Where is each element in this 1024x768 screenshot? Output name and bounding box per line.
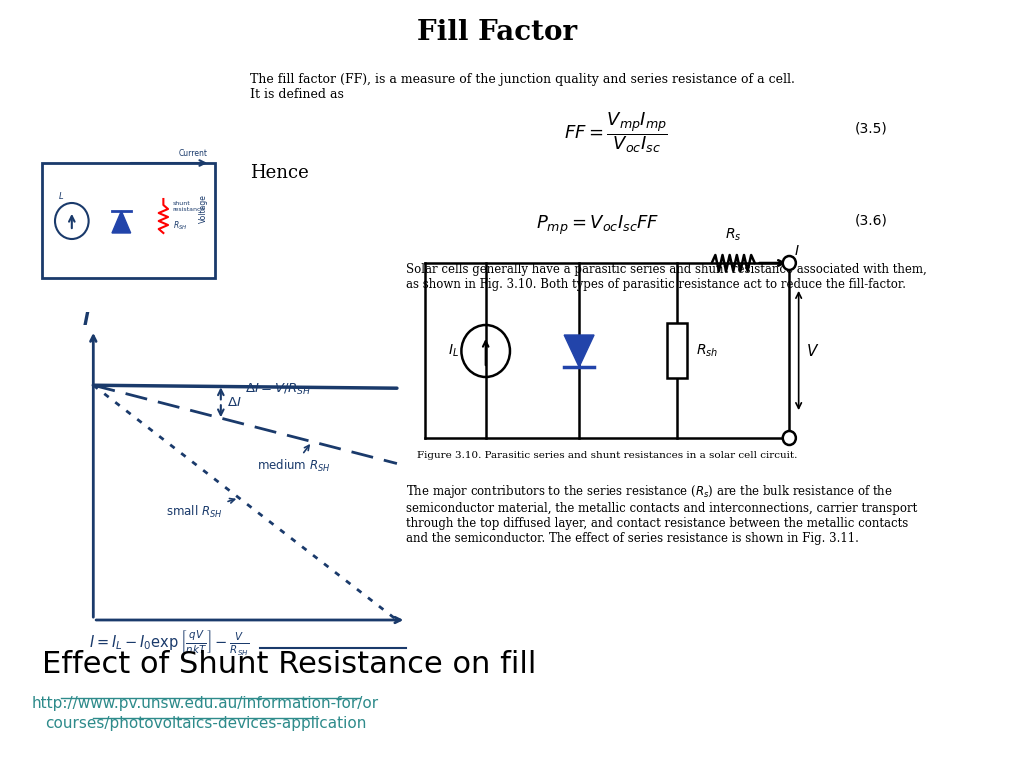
Text: I: I: [83, 311, 89, 329]
Text: $R_{sh}$: $R_{sh}$: [696, 343, 718, 359]
Text: The fill factor (FF), is a measure of the junction quality and series resistance: The fill factor (FF), is a measure of th…: [250, 73, 795, 101]
Text: Fill Factor: Fill Factor: [417, 19, 577, 47]
Bar: [42, 163, 215, 278]
Polygon shape: [112, 211, 131, 233]
Text: Hence: Hence: [250, 164, 309, 182]
Text: The major contributors to the series resistance ($R_s$) are the bulk resistance : The major contributors to the series res…: [407, 483, 918, 545]
Circle shape: [782, 256, 796, 270]
Text: $V$: $V$: [806, 343, 819, 359]
Text: $I$: $I$: [794, 244, 800, 258]
Text: $R_s$: $R_s$: [725, 227, 741, 243]
Polygon shape: [564, 335, 594, 367]
Text: $R_{SH}$: $R_{SH}$: [173, 220, 187, 233]
Text: small $R_{SH}$: small $R_{SH}$: [166, 498, 234, 520]
Text: $P_{mp} = V_{oc}I_{sc}FF$: $P_{mp} = V_{oc}I_{sc}FF$: [537, 214, 659, 237]
Text: $\Delta I = V/R_{SH}$: $\Delta I = V/R_{SH}$: [245, 382, 311, 397]
Text: courses/photovoltaics-devices-application: courses/photovoltaics-devices-applicatio…: [45, 716, 367, 731]
Bar: [667, 323, 687, 378]
Text: Solar cells generally have a parasitic series and shunt resistance associated wi: Solar cells generally have a parasitic s…: [407, 263, 927, 291]
Text: Current: Current: [178, 149, 207, 158]
Text: Effect of Shunt Resistance on fill: Effect of Shunt Resistance on fill: [42, 650, 537, 679]
Text: (3.5): (3.5): [855, 122, 888, 136]
Text: $FF = \dfrac{V_{mp}I_{mp}}{V_{oc}I_{sc}}$: $FF = \dfrac{V_{mp}I_{mp}}{V_{oc}I_{sc}}…: [564, 111, 669, 155]
Circle shape: [782, 431, 796, 445]
Text: (3.6): (3.6): [855, 214, 888, 228]
Text: $I = I_L - I_0 \exp\left[\frac{qV}{nkT}\right] - \frac{V}{R_{SH}}$: $I = I_L - I_0 \exp\left[\frac{qV}{nkT}\…: [89, 629, 249, 658]
Text: $\Delta I$: $\Delta I$: [227, 396, 242, 409]
Text: Figure 3.10. Parasitic series and shunt resistances in a solar cell circuit.: Figure 3.10. Parasitic series and shunt …: [417, 451, 798, 460]
Text: shunt
resistance: shunt resistance: [173, 201, 205, 212]
Text: http://www.pv.unsw.edu.au/information-for/or: http://www.pv.unsw.edu.au/information-fo…: [32, 696, 379, 711]
Text: $I_L$: $I_L$: [447, 343, 459, 359]
Text: Voltage: Voltage: [199, 194, 208, 223]
Text: L: L: [58, 192, 63, 201]
Text: medium $R_{SH}$: medium $R_{SH}$: [257, 445, 331, 474]
